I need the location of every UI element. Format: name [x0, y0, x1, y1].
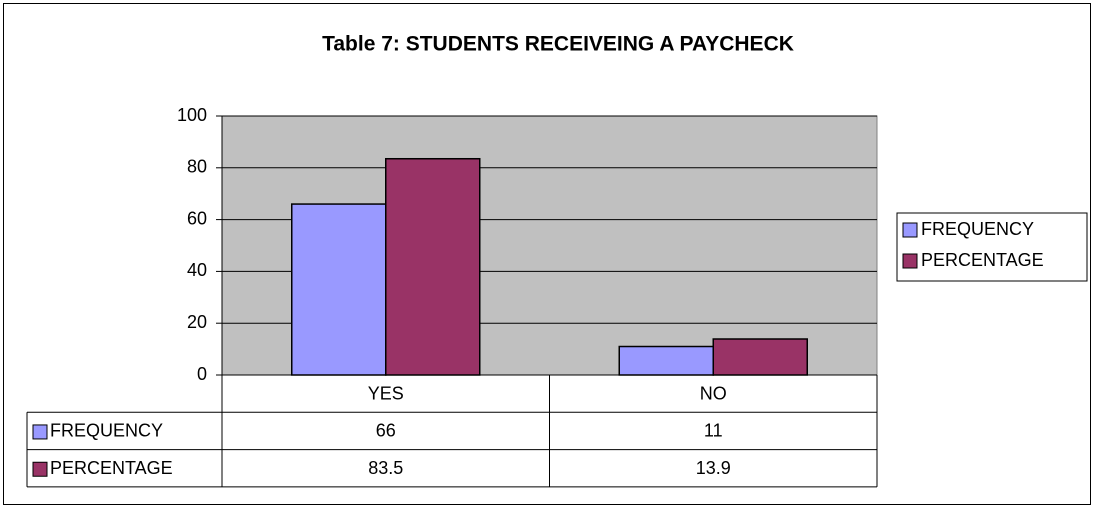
table-cell: 83.5	[368, 458, 403, 478]
table-cell: 11	[704, 421, 723, 441]
table-cell: 13.9	[696, 458, 731, 478]
y-tick-label: 0	[197, 364, 207, 384]
y-tick-label: 40	[187, 260, 207, 280]
y-tick-label: 20	[187, 312, 207, 332]
table-row-label: PERCENTAGE	[50, 458, 173, 478]
y-tick-label: 60	[187, 208, 207, 228]
chart-title: Table 7: STUDENTS RECEIVEING A PAYCHECK	[322, 33, 794, 56]
legend-label: PERCENTAGE	[921, 250, 1044, 270]
x-tick-label: YES	[368, 383, 404, 403]
legend-key	[902, 222, 918, 238]
table-row-label: FREQUENCY	[50, 421, 163, 441]
y-tick-label: 80	[187, 157, 207, 177]
x-tick-label: NO	[700, 383, 727, 403]
legend-key	[902, 253, 918, 269]
legend-box	[896, 212, 1088, 282]
bar	[291, 203, 387, 376]
legend-label: FREQUENCY	[921, 219, 1034, 239]
y-tick-label: 100	[177, 105, 207, 125]
bar	[712, 338, 808, 376]
table-legend-key	[32, 424, 48, 440]
table-legend-key	[32, 461, 48, 477]
bar	[618, 345, 714, 376]
table-cell: 66	[376, 421, 396, 441]
bar	[385, 157, 481, 376]
